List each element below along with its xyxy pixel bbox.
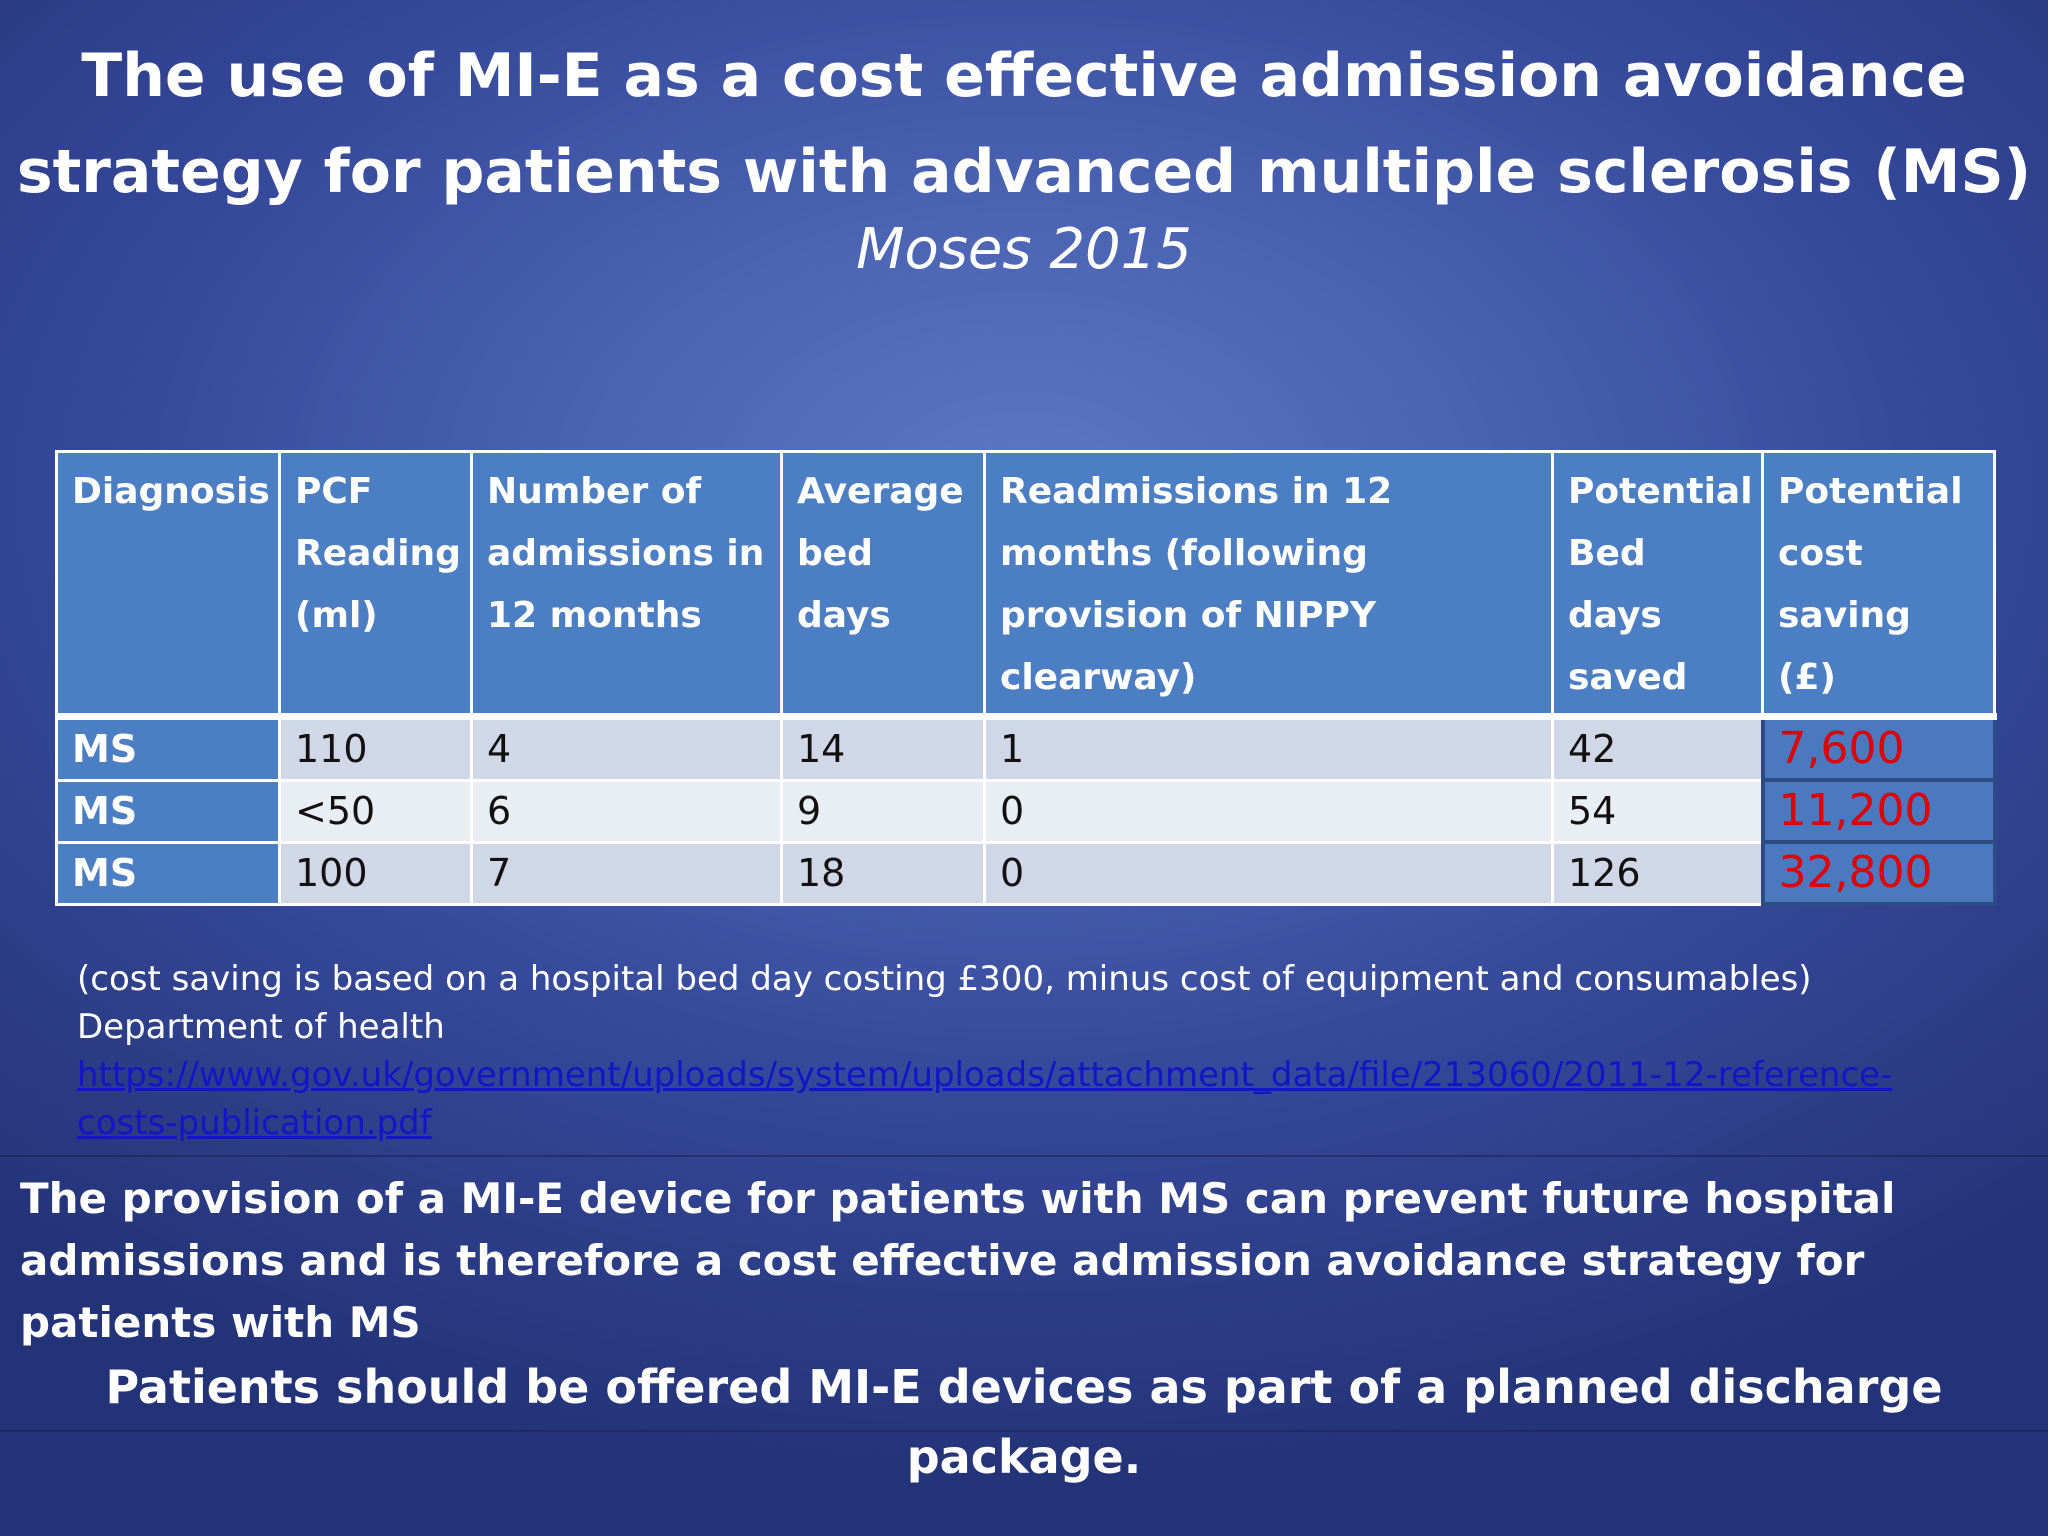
header-average-bed-days: Average bed days — [780, 450, 986, 720]
table-header-row: Diagnosis PCF Reading (ml) Number of adm… — [55, 450, 1996, 720]
header-readmissions: Readmissions in 12 months (following pro… — [983, 450, 1554, 720]
cell-average-bed-days: 14 — [780, 715, 986, 782]
cell-diagnosis: MS — [55, 840, 281, 906]
cell-admissions: 7 — [470, 840, 783, 906]
cell-pcf-reading: 110 — [278, 715, 473, 782]
cell-average-bed-days: 9 — [780, 778, 986, 844]
cell-readmissions: 0 — [983, 778, 1554, 844]
cell-readmissions: 0 — [983, 840, 1554, 906]
table-row: MS 100 7 18 0 126 32,800 — [55, 840, 1997, 906]
footnote-text: (cost saving is based on a hospital bed … — [77, 959, 1812, 1047]
cell-average-bed-days: 18 — [780, 840, 986, 906]
cell-diagnosis: MS — [55, 778, 281, 844]
divider-top — [0, 1155, 2048, 1157]
cell-diagnosis: MS — [55, 715, 281, 782]
cell-admissions: 4 — [470, 715, 783, 782]
cell-admissions: 6 — [470, 778, 783, 844]
table-row: MS <50 6 9 0 54 11,200 — [55, 778, 1997, 844]
cost-footnote: (cost saving is based on a hospital bed … — [77, 955, 1977, 1147]
divider-bottom — [0, 1430, 2048, 1432]
cell-pcf-reading: 100 — [278, 840, 473, 906]
header-admissions: Number of admissions in 12 months — [470, 450, 783, 720]
reference-costs-link[interactable]: https://www.gov.uk/government/uploads/sy… — [77, 1055, 1893, 1143]
table-row: MS 110 4 14 1 42 7,600 — [55, 714, 1997, 782]
slide-title: The use of MI-E as a cost effective admi… — [0, 28, 2048, 220]
cell-cost-saving: 11,200 — [1760, 778, 1997, 844]
cell-bed-days-saved: 42 — [1551, 715, 1764, 782]
conclusion-text: The provision of a MI-E device for patie… — [20, 1174, 1896, 1347]
cell-cost-saving: 32,800 — [1760, 840, 1997, 906]
header-bed-days-saved: Potential Bed days saved — [1551, 450, 1764, 720]
citation-subtitle: Moses 2015 — [856, 217, 1192, 282]
cell-cost-saving: 7,600 — [1760, 714, 1997, 782]
title-line-2: strategy for patients with advanced mult… — [16, 137, 2032, 207]
header-cost-saving: Potential cost saving (£) — [1761, 450, 1996, 720]
header-diagnosis: Diagnosis — [55, 450, 281, 720]
cost-saving-table: Diagnosis PCF Reading (ml) Number of adm… — [55, 450, 1997, 906]
title-line-1: The use of MI-E as a cost effective admi… — [81, 41, 1967, 111]
cell-readmissions: 1 — [983, 715, 1554, 782]
cell-bed-days-saved: 126 — [1551, 840, 1764, 906]
header-pcf-reading: PCF Reading (ml) — [278, 450, 473, 720]
recommendation-text: Patients should be offered MI-E devices … — [105, 1360, 1943, 1484]
cell-bed-days-saved: 54 — [1551, 778, 1764, 844]
cell-pcf-reading: <50 — [278, 778, 473, 844]
